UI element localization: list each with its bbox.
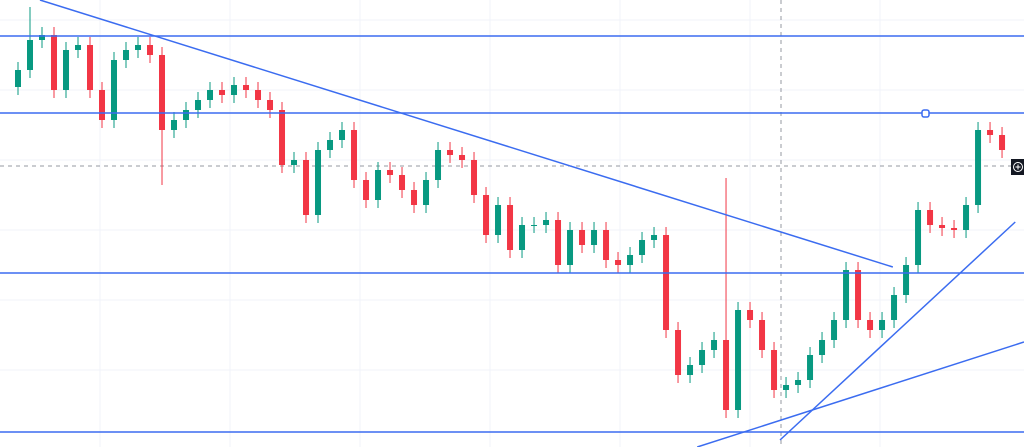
candle-body xyxy=(507,205,514,250)
candle-body xyxy=(255,90,262,100)
candle-body xyxy=(711,340,718,350)
candle-body xyxy=(99,90,106,120)
add-button[interactable] xyxy=(1011,159,1024,175)
candle-body xyxy=(891,295,898,320)
candle-body xyxy=(939,225,946,228)
candle-body xyxy=(555,220,562,265)
candle-body xyxy=(303,160,310,215)
candle-body xyxy=(627,255,634,265)
candle-body xyxy=(663,235,670,330)
candle-body xyxy=(51,35,58,90)
candle-body xyxy=(339,130,346,140)
candle-body xyxy=(87,45,94,90)
candle-body xyxy=(687,365,694,375)
candle-body xyxy=(327,140,334,150)
candle-body xyxy=(315,150,322,215)
candle-body xyxy=(927,210,934,225)
trend-line xyxy=(39,0,894,268)
candle-body xyxy=(615,260,622,265)
candle-body xyxy=(435,150,442,180)
candle-body xyxy=(519,225,526,250)
candle-body xyxy=(603,230,610,260)
candle-body xyxy=(855,270,862,320)
candle-body xyxy=(831,320,838,340)
candle-body xyxy=(531,225,538,226)
candle-body xyxy=(699,350,706,365)
candle-body xyxy=(903,265,910,295)
candle-body xyxy=(915,210,922,265)
candle-body xyxy=(867,320,874,330)
candle-body xyxy=(999,135,1006,150)
candle-body xyxy=(447,150,454,155)
candle-body xyxy=(231,85,238,95)
candle-body xyxy=(879,320,886,330)
candle-body xyxy=(39,35,46,40)
candle-body xyxy=(591,230,598,245)
candle-body xyxy=(483,195,490,235)
candle-body xyxy=(747,310,754,320)
candle-body xyxy=(63,50,70,90)
candle-body xyxy=(807,355,814,380)
candle-body xyxy=(963,205,970,230)
candle-body xyxy=(675,330,682,375)
candle-body xyxy=(459,155,466,160)
candle-body xyxy=(723,340,730,410)
candle-body xyxy=(471,160,478,195)
line-handle[interactable] xyxy=(921,109,930,118)
candle-body xyxy=(639,240,646,255)
candle-body xyxy=(111,60,118,120)
candle-body xyxy=(543,220,550,225)
candle-body xyxy=(951,228,958,230)
candle-body xyxy=(243,85,250,90)
candle-body xyxy=(291,160,298,165)
candle-body xyxy=(15,70,22,87)
candle-body xyxy=(975,130,982,205)
candle-body xyxy=(27,40,34,70)
candle-body xyxy=(207,90,214,100)
candle-body xyxy=(795,380,802,385)
candle-body xyxy=(183,110,190,120)
candle-body xyxy=(375,170,382,200)
candle-body xyxy=(843,270,850,320)
candle-body xyxy=(735,310,742,410)
candle-body xyxy=(399,175,406,190)
candle-body xyxy=(783,385,790,390)
candle-body xyxy=(495,205,502,235)
candle-body xyxy=(279,110,286,165)
candle-body xyxy=(195,100,202,110)
candle-body xyxy=(351,130,358,180)
trend-line xyxy=(696,341,1024,447)
candle-body xyxy=(771,350,778,390)
candle-body xyxy=(123,50,130,60)
candle-body xyxy=(651,235,658,240)
candle-body xyxy=(567,230,574,265)
candle-body xyxy=(159,55,166,130)
candle-body xyxy=(987,130,994,135)
candle-body xyxy=(579,230,586,245)
candle-body xyxy=(267,100,274,110)
candle-body xyxy=(135,45,142,50)
candle-body xyxy=(171,120,178,130)
candle-body xyxy=(363,180,370,200)
candle-body xyxy=(759,320,766,350)
candle-body xyxy=(423,180,430,205)
trend-line xyxy=(779,221,1016,441)
candle-body xyxy=(411,190,418,205)
candle-body xyxy=(219,90,226,95)
candle-body xyxy=(387,170,394,175)
candle-body xyxy=(819,340,826,355)
candle-body xyxy=(75,45,82,50)
candle-body xyxy=(147,45,154,55)
